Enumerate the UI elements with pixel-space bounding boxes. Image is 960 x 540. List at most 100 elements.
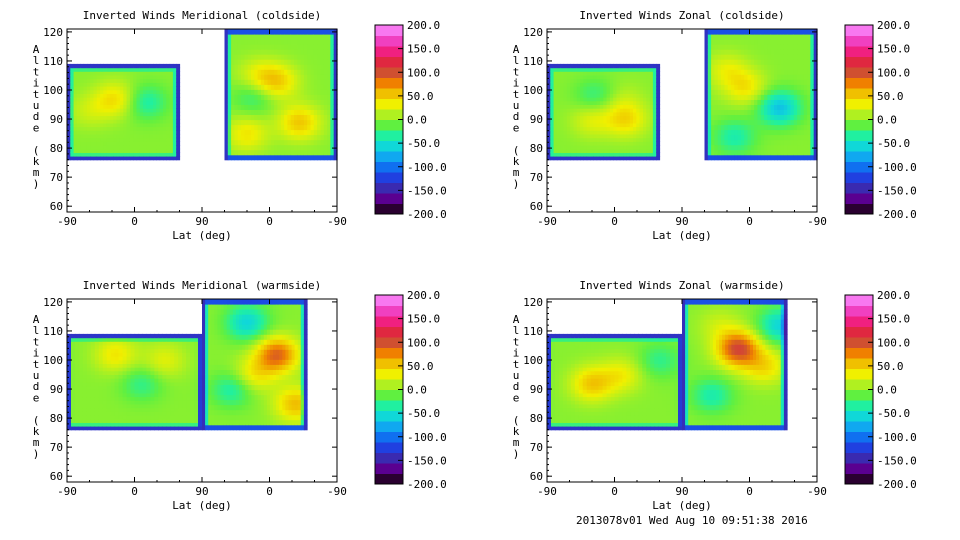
heat-cell: [744, 84, 749, 90]
heat-cell: [560, 67, 565, 72]
heat-cell: [76, 93, 81, 98]
heat-cell: [297, 74, 302, 80]
heat-cell: [116, 93, 121, 98]
heat-cell: [146, 152, 151, 157]
heat-cell: [800, 144, 805, 151]
heat-cell: [307, 74, 312, 80]
heat-cell: [74, 356, 80, 361]
heat-cell: [223, 384, 228, 391]
heat-cell: [310, 44, 315, 50]
heat-cell: [576, 71, 581, 76]
heat-cell: [744, 124, 749, 131]
heat-cell: [134, 426, 140, 431]
heat-cell: [139, 133, 144, 139]
heat-cell: [800, 119, 805, 126]
heat-cell: [166, 385, 171, 390]
heat-cell: [280, 74, 285, 80]
heat-cell: [590, 100, 594, 105]
heat-cell: [94, 341, 100, 346]
heat-cell: [198, 363, 203, 368]
heat-cell: [149, 130, 154, 135]
heat-cell: [166, 426, 171, 431]
colorbar-swatch: [375, 203, 403, 215]
heat-cell: [623, 100, 627, 105]
heat-cell: [277, 84, 282, 90]
heat-cell: [202, 329, 206, 335]
heat-cell: [797, 149, 801, 156]
heat-cell: [78, 356, 84, 361]
heat-cell: [333, 79, 338, 85]
heat-cell: [750, 104, 755, 110]
heat-cell: [563, 108, 568, 113]
heat-cell: [277, 64, 282, 70]
heat-cell: [656, 82, 661, 87]
heat-cell: [734, 29, 739, 35]
heat-cell: [113, 148, 118, 153]
heat-cell: [96, 126, 101, 131]
heat-cell: [129, 100, 134, 105]
heat-cell: [639, 67, 644, 72]
heat-cell: [570, 133, 575, 139]
heat-cell: [71, 359, 76, 364]
heat-cell: [740, 49, 745, 55]
heat-cell: [176, 111, 181, 117]
heat-cell: [707, 144, 712, 151]
heat-cell: [599, 141, 604, 146]
heat-cell: [118, 363, 124, 368]
heat-cell: [190, 403, 195, 409]
heat-cell: [172, 100, 177, 105]
heat-cell: [803, 124, 808, 131]
heat-cell: [563, 145, 568, 150]
heat-cell: [800, 99, 805, 105]
heat-cell: [82, 422, 88, 427]
heat-cell: [793, 139, 798, 146]
heat-cell: [777, 34, 782, 40]
heat-cell: [119, 122, 124, 128]
heat-cell: [616, 97, 621, 102]
heat-cell: [80, 111, 85, 117]
heat-cell: [609, 141, 614, 146]
heat-cell: [734, 64, 739, 70]
heat-cell: [159, 93, 164, 98]
heat-cell: [330, 149, 335, 156]
heat-cell: [783, 119, 788, 126]
heat-cell: [194, 378, 199, 383]
heat-cell: [563, 156, 568, 161]
heat-cell: [158, 415, 163, 420]
heat-cell: [241, 69, 245, 75]
heat-cell: [202, 404, 206, 411]
colorbar-swatch: [845, 203, 873, 215]
heat-cell: [750, 114, 755, 121]
heat-cell: [267, 84, 272, 90]
heat-cell: [636, 67, 641, 72]
heat-cell: [237, 89, 242, 95]
heat-cell: [103, 126, 108, 131]
heat-cell: [616, 126, 621, 131]
heat-cell: [146, 156, 151, 161]
heat-cell: [593, 111, 598, 117]
heat-cell: [547, 137, 551, 142]
heat-cell: [205, 369, 209, 375]
heat-cell: [106, 130, 111, 135]
heat-cell: [586, 122, 591, 128]
heat-cell: [576, 148, 581, 153]
heat-cell: [172, 108, 177, 113]
heat-cell: [777, 109, 782, 115]
heat-cell: [123, 108, 128, 113]
heat-cell: [190, 418, 195, 423]
heat-cell: [760, 144, 765, 151]
heat-cell: [320, 99, 325, 105]
heat-cell: [760, 94, 765, 100]
heat-cell: [760, 79, 765, 85]
heat-cell: [803, 99, 808, 105]
heat-cell: [740, 149, 745, 156]
heat-cell: [747, 94, 752, 100]
heat-cell: [73, 148, 78, 153]
heat-cell: [113, 122, 118, 128]
heat-cell: [150, 367, 155, 372]
heat-cell: [599, 67, 604, 72]
heat-cell: [750, 54, 755, 60]
heat-cell: [313, 144, 318, 151]
heat-cell: [126, 74, 131, 80]
heat-cell: [717, 29, 722, 35]
